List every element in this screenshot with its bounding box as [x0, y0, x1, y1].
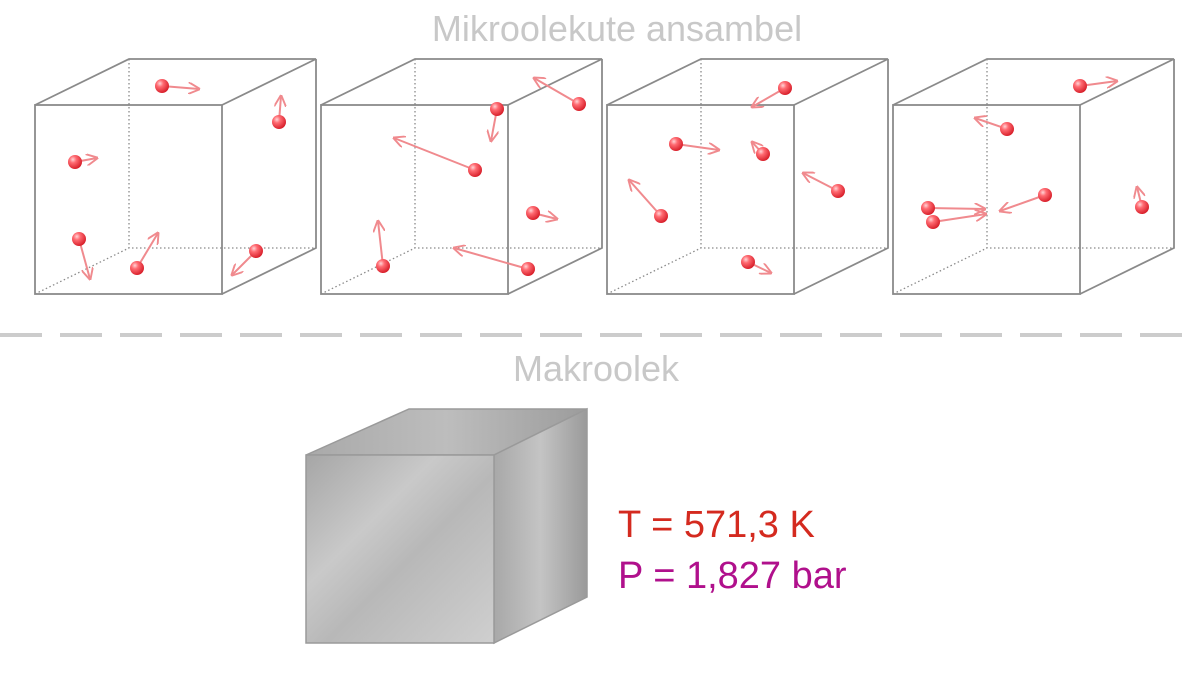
micro-box-2	[320, 58, 603, 295]
molecule	[1073, 79, 1087, 93]
molecule	[68, 155, 82, 169]
molecule	[926, 215, 940, 229]
molecule	[669, 137, 683, 151]
molecule	[572, 97, 586, 111]
box-top-edges	[320, 58, 603, 106]
velocity-arrow	[534, 78, 580, 105]
micro-box-4	[892, 58, 1175, 295]
box-side-edges	[793, 59, 889, 295]
micro-box-1	[34, 58, 317, 295]
molecule	[654, 209, 668, 223]
velocity-arrow	[629, 180, 662, 217]
box-top-edges	[892, 58, 1175, 106]
molecule	[272, 115, 286, 129]
velocity-arrow	[454, 248, 529, 270]
molecule	[490, 102, 504, 116]
micro-ensemble-title: Mikroolekute ansambel	[432, 8, 802, 49]
molecule	[72, 232, 86, 246]
box-hidden-edge	[320, 247, 416, 295]
box-hidden-edge	[892, 247, 988, 295]
molecule	[741, 255, 755, 269]
molecule	[756, 147, 770, 161]
macro-cube-front-face	[305, 454, 495, 644]
box-hidden-edge	[34, 247, 130, 295]
box-front-face	[320, 104, 509, 295]
micro-ensemble-boxes	[34, 58, 1175, 295]
molecule	[1000, 122, 1014, 136]
molecule	[1038, 188, 1052, 202]
box-front-face	[34, 104, 223, 295]
molecule	[521, 262, 535, 276]
molecule	[831, 184, 845, 198]
molecule	[778, 81, 792, 95]
box-side-edges	[1079, 59, 1175, 295]
box-top-edges	[34, 58, 317, 106]
molecule	[921, 201, 935, 215]
molecule	[130, 261, 144, 275]
molecule	[249, 244, 263, 258]
temperature-readout: T = 571,3 K	[618, 504, 815, 546]
velocity-arrow	[394, 138, 476, 171]
molecule	[376, 259, 390, 273]
velocity-arrow	[1000, 194, 1046, 211]
pressure-readout: P = 1,827 bar	[618, 555, 847, 597]
box-side-edges	[221, 59, 317, 295]
box-top-edges	[606, 58, 889, 106]
box-hidden-edge	[606, 247, 702, 295]
velocity-arrow	[927, 208, 985, 209]
box-side-edges	[507, 59, 603, 295]
velocity-arrow	[675, 144, 719, 150]
molecule	[526, 206, 540, 220]
macro-object-title: Makroolek	[513, 348, 680, 389]
box-front-face	[606, 104, 795, 295]
molecule	[155, 79, 169, 93]
box-front-face	[892, 104, 1081, 295]
molecule	[468, 163, 482, 177]
velocity-arrow	[932, 214, 986, 223]
macro-object-cube	[305, 407, 588, 645]
velocity-arrow	[378, 221, 383, 267]
molecule	[1135, 200, 1149, 214]
micro-box-3	[606, 58, 889, 295]
